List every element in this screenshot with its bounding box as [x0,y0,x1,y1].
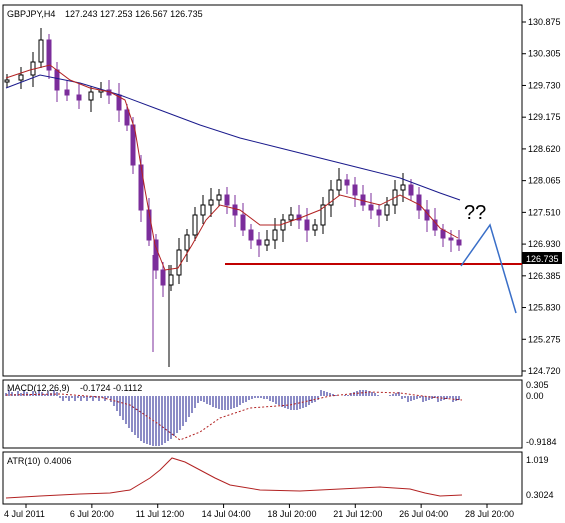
atr-axis-top: 1.019 [526,455,549,465]
atr-line [5,457,463,499]
time-axis: 4 Jul 2011 6 Jul 20:00 11 Jul 12:00 14 Jul … [4,504,514,519]
moving-averages [5,64,461,271]
price-tick-label: 128.620 [528,144,561,154]
macd-axis-top: 0.305 [526,380,549,390]
price-tick-label: 126.930 [528,239,561,249]
candle-body [76,94,82,101]
price-tick-label: 129.730 [528,80,561,90]
price-tick-label: 128.065 [528,176,561,186]
candle-body [216,194,222,201]
projection-path [460,223,517,314]
macd-histogram [5,390,460,446]
price-tick-label: 126.385 [528,271,561,281]
candle-body [288,214,294,221]
candle-body [64,89,70,96]
price-tick-label: 125.275 [528,334,561,344]
atr-label: ATR(10) [7,456,40,466]
time-tick-label: 14 Jul 04:00 [202,509,251,519]
candle-body [304,219,310,231]
price-panel[interactable] [2,4,523,377]
atr-axis-bottom: 0.3024 [526,490,554,500]
candle-body [272,229,278,241]
candle-body [320,204,326,226]
macd-axis-bottom: -0.9184 [526,437,557,447]
price-axis: 130.875 130.305 129.730 129.175 128.620 128.0… [522,17,561,376]
time-tick-label: 11 Jul 12:00 [136,509,184,519]
candle-body [368,204,374,211]
time-tick-label: 21 Jul 12:00 [333,509,382,519]
candle-body [46,39,52,71]
time-tick-label: 18 Jul 20:00 [267,509,316,519]
question-annotation: ?? [464,202,486,224]
candle-body [384,204,390,216]
candle-body [264,239,270,246]
candle-body [344,179,350,186]
ma-fast-line [5,64,459,271]
candle-body [240,214,246,231]
candle-body [440,229,446,239]
last-price-box [522,252,562,264]
candle-body [400,184,406,191]
time-tick-label: 28 Jul 20:00 [465,509,514,519]
candle-body [224,194,230,206]
macd-axis-zero: 0.00 [526,391,544,401]
candle-body [88,91,94,101]
candle-body [54,69,60,91]
macd-values: -0.1724 -0.1112 [80,383,142,393]
candle-body [352,184,358,196]
candle-body [376,209,382,216]
candle-body [248,229,254,241]
time-tick-label: 6 Jul 20:00 [70,509,114,519]
candle-body [160,269,166,286]
candle-body [176,249,182,276]
price-tick-label: 127.510 [528,207,561,217]
symbol-label: GBPJPY,H4 [7,9,55,19]
candle-body [256,239,262,246]
macd-signal-line [5,391,463,441]
candle-body [408,184,414,196]
candle-body [124,109,130,126]
candle-body [312,224,318,231]
candle-body [168,274,174,286]
candle-body [336,179,342,191]
candle-body [184,234,190,251]
candle-body [280,219,286,231]
price-tick-label: 124.720 [528,366,561,376]
candle-body [456,239,462,246]
candle-body [448,237,454,241]
candle-body [38,39,44,63]
candle-body [130,124,136,166]
price-tick-label: 125.830 [528,303,561,313]
macd-label: MACD(12,26,9) [7,383,70,393]
time-tick-label: 4 Jul 2011 [4,509,45,519]
macd-panel[interactable] [2,379,523,449]
candle-body [153,239,159,271]
ohlc-label: 127.243 127.253 126.567 126.735 [65,9,203,19]
candle-body [200,204,206,216]
last-price-label: 126.735 [526,254,559,264]
candle-body [18,74,24,81]
candle-body [328,189,334,206]
candle-body [192,214,198,236]
candle-body [4,79,10,83]
candle-body [232,204,238,216]
candle-body [416,194,422,211]
price-tick-label: 130.305 [528,49,561,59]
price-tick-label: 129.175 [528,112,561,122]
atr-value: 0.4006 [44,456,72,466]
candle-body [208,199,214,206]
time-tick-label: 26 Jul 04:00 [399,509,448,519]
price-tick-label: 130.875 [528,17,561,27]
ma-slow-line [5,74,461,201]
